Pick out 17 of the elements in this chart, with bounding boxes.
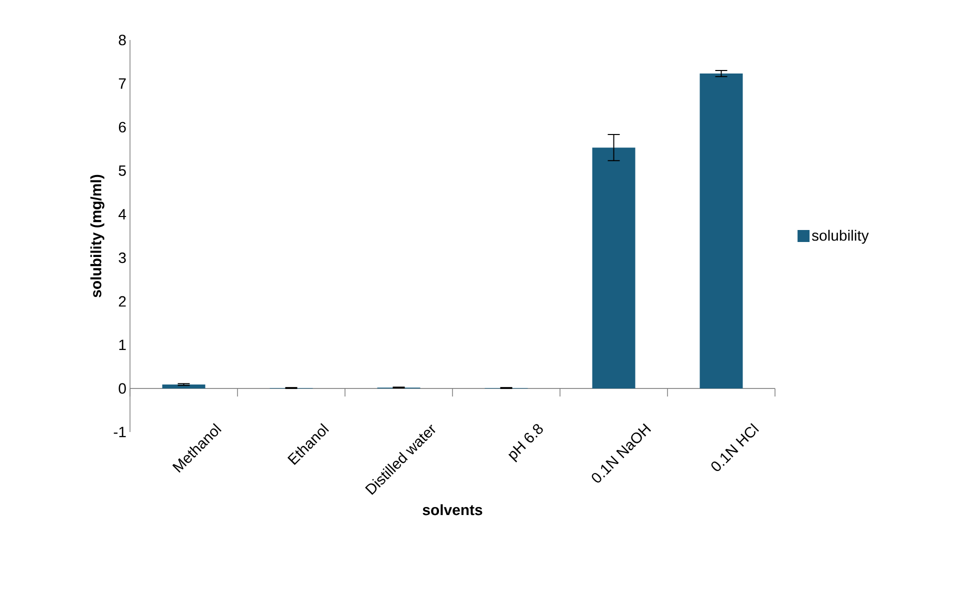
- y-tick-label: 4: [118, 209, 126, 220]
- y-tick-label: 7: [118, 78, 126, 89]
- legend-label: solubility: [812, 230, 869, 244]
- x-tick-label: pH 6.8: [508, 424, 543, 462]
- bar: [162, 384, 206, 388]
- y-tick-label: 8: [118, 34, 126, 46]
- y-tick-label: 0: [118, 383, 126, 394]
- y-tick-label: 2: [118, 296, 126, 307]
- bar: [700, 74, 743, 388]
- y-tick-label: 3: [118, 252, 126, 264]
- y-tick-label: -1: [114, 426, 126, 438]
- bar: [592, 148, 636, 388]
- x-axis-title: solvents: [422, 504, 482, 516]
- y-tick-label: 1: [119, 340, 126, 350]
- y-tick-label: 5: [118, 165, 126, 176]
- y-axis-title: solubility (mg/ml): [90, 174, 104, 298]
- y-tick-label: 6: [118, 122, 126, 132]
